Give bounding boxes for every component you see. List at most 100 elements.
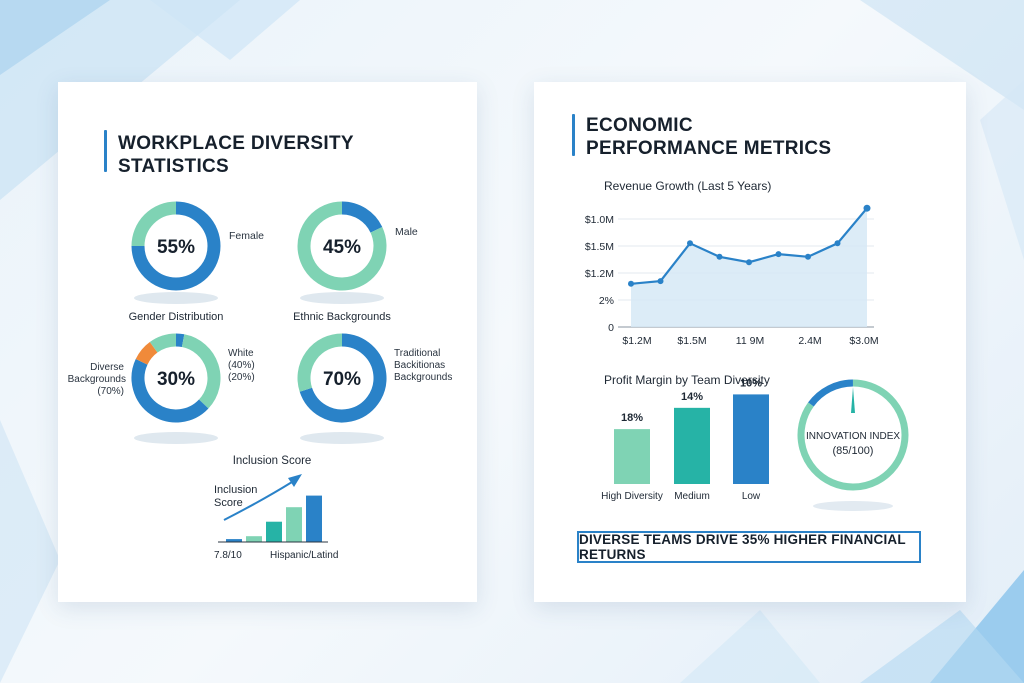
revenue-point: [775, 251, 782, 258]
title-accent-bar: [104, 130, 107, 172]
white-label-line: White: [228, 348, 254, 359]
gauge-arc-rest: [808, 379, 854, 407]
x-tick-label: $1.2M: [622, 335, 651, 347]
revenue-point: [628, 280, 634, 287]
donut-shadow: [300, 292, 384, 304]
diverse-label-line: (70%): [97, 386, 124, 397]
gauge-shadow: [813, 501, 893, 511]
donut-segment: [299, 333, 387, 423]
gauge-label: INNOVATION INDEX: [806, 431, 900, 442]
donut-side-label: Male: [395, 226, 418, 238]
donut-shadow: [134, 292, 218, 304]
economic-performance-panel: ECONOMIC PERFORMANCE METRICS Revenue Gro…: [534, 82, 966, 602]
innovation-gauge: [797, 379, 909, 491]
inclusion-label-line-2: Score: [214, 497, 243, 509]
inclusion-bars: [226, 495, 322, 542]
diverse-donut-chart: [131, 333, 221, 423]
panel-title: WORKPLACE DIVERSITY STATISTICS: [118, 132, 354, 178]
inclusion-bar: [286, 507, 302, 542]
revenue-point: [863, 204, 871, 212]
panel-title: ECONOMIC PERFORMANCE METRICS: [586, 114, 831, 160]
donut-segment: [175, 333, 185, 348]
y-tick-label: 0: [608, 322, 614, 334]
inclusion-bar: [246, 536, 262, 542]
trend-arrow-head: [288, 474, 302, 487]
x-tick-label: 2.4M: [798, 335, 821, 347]
revenue-point: [746, 259, 752, 266]
diversity-graphics: 55% 45% 30% 70% Female Male Gender Distr…: [68, 201, 452, 561]
traditional-donut-chart: [297, 333, 387, 423]
profit-value-label: 18%: [621, 412, 643, 424]
donut-segment: [149, 333, 177, 353]
trend-arrow: [223, 481, 293, 521]
gauge-needle: [851, 387, 855, 413]
title-line-1: WORKPLACE DIVERSITY: [118, 133, 354, 154]
revenue-chart-title: Revenue Growth (Last 5 Years): [604, 179, 771, 193]
diverse-label-line: Diverse: [90, 362, 124, 373]
profit-bar: [733, 394, 769, 484]
revenue-points: [628, 204, 871, 287]
inclusion-title: Inclusion Score: [233, 455, 312, 467]
inclusion-bar: [266, 521, 282, 542]
donut-side-label: Female: [229, 230, 264, 242]
inclusion-group-label: Hispanic/Latind: [270, 550, 338, 561]
revenue-point: [716, 253, 723, 260]
gauge-arc-fill: [797, 379, 909, 491]
y-tick-label: $1.5M: [585, 241, 614, 253]
x-tick-label: $1.5M: [677, 335, 706, 347]
title-line-1: ECONOMIC: [586, 115, 693, 136]
white-label-line: (20%): [228, 372, 255, 383]
y-tick-label: $1.0M: [585, 214, 614, 226]
profit-category-label: Low: [742, 491, 761, 502]
donut-shadow: [300, 432, 384, 444]
traditional-label-line: Backgrounds: [394, 372, 452, 383]
donut-segment: [297, 201, 387, 291]
donut-caption: Ethnic Backgrounds: [293, 311, 391, 323]
x-tick-label: $3.0M: [849, 335, 878, 347]
revenue-point: [687, 240, 693, 247]
profit-bar: [614, 429, 650, 484]
title-accent-bar: [572, 114, 575, 156]
traditional-label-line: Backitionas: [394, 360, 445, 371]
revenue-point: [805, 253, 811, 260]
donut-segment: [297, 333, 343, 392]
profit-value-label: 14%: [681, 391, 703, 403]
profit-labels: 18% High Diversity 14% Medium 10% Low: [601, 377, 762, 502]
key-finding-banner: DIVERSE TEAMS DRIVE 35% HIGHER FINANCIAL…: [577, 531, 921, 563]
revenue-area: [631, 208, 867, 327]
gender-donut-chart: [131, 201, 221, 291]
inclusion-label-line-1: Inclusion: [214, 484, 257, 496]
inclusion-bar: [306, 495, 322, 542]
donut-segment: [131, 359, 209, 423]
profit-value-label: 10%: [740, 377, 762, 389]
workplace-diversity-panel: WORKPLACE DIVERSITY STATISTICS 55% 45% 3…: [58, 82, 477, 602]
revenue-point: [834, 240, 841, 247]
donut-value: 70%: [323, 369, 361, 390]
revenue-point: [657, 278, 664, 285]
donut-segment: [181, 334, 221, 409]
profit-category-label: High Diversity: [601, 491, 663, 502]
title-line-2: PERFORMANCE METRICS: [586, 138, 832, 159]
y-tick-label: $1.2M: [585, 268, 614, 280]
traditional-label-line: Traditional: [394, 348, 440, 359]
profit-category-label: Medium: [674, 491, 710, 502]
donut-segment: [131, 201, 221, 291]
donut-shadow: [134, 432, 218, 444]
white-label-line: (40%): [228, 360, 255, 371]
inclusion-bar: [226, 539, 242, 542]
donut-value: 55%: [157, 237, 195, 258]
donut-segment: [135, 342, 158, 365]
y-tick-label: 2%: [599, 295, 614, 307]
donut-caption: Gender Distribution: [129, 311, 224, 323]
inclusion-score-value: 7.8/10: [214, 550, 242, 561]
donut-value: 30%: [157, 369, 195, 390]
diverse-label-line: Backgrounds: [68, 374, 126, 385]
economic-graphics: Revenue Growth (Last 5 Years) 02%$1.2M$1…: [585, 179, 909, 511]
x-tick-label: 11 9M: [736, 335, 764, 347]
revenue-x-ticks: $1.2M $1.5M 11 9M 2.4M $3.0M: [622, 335, 878, 347]
profit-chart-title: Profit Margin by Team Diversity: [604, 373, 770, 387]
title-line-2: STATISTICS: [118, 156, 230, 177]
profit-bars: [614, 394, 769, 484]
gauge-value: (85/100): [833, 445, 874, 457]
ethnic-donut-chart: [297, 201, 387, 291]
